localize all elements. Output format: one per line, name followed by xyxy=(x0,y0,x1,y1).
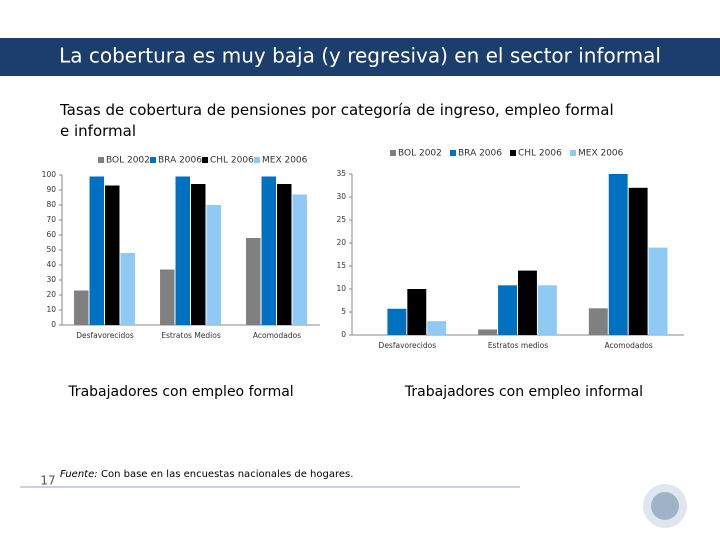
y-tick-label: 0 xyxy=(341,330,346,339)
legend-swatch xyxy=(570,150,576,156)
legend-swatch xyxy=(390,150,396,156)
bar xyxy=(160,269,175,325)
legend-swatch xyxy=(98,157,104,163)
x-tick-label: Desfavorecidos xyxy=(76,331,134,340)
bar xyxy=(105,185,120,325)
y-tick-label: 15 xyxy=(336,261,346,270)
legend-swatch xyxy=(150,157,156,163)
chart-caption: Trabajadores con empleo informal xyxy=(404,384,643,400)
legend-swatch xyxy=(202,157,208,163)
bar xyxy=(387,308,407,335)
bar xyxy=(427,321,447,335)
bar xyxy=(246,238,261,325)
bar xyxy=(537,285,557,335)
chart-caption: Trabajadores con empleo formal xyxy=(67,384,293,400)
legend-label: BRA 2006 xyxy=(158,156,202,166)
bar xyxy=(608,174,628,335)
legend-swatch xyxy=(450,150,456,156)
subtitle-box: Tasas de cobertura de pensiones por cate… xyxy=(60,101,614,140)
y-tick-label: 0 xyxy=(51,320,56,329)
footnote-text: Con base en las encuestas nacionales de … xyxy=(101,469,353,480)
x-tick-label: Estratos Medios xyxy=(161,331,221,340)
x-tick-label: Desfavorecidos xyxy=(379,341,437,350)
bar xyxy=(74,290,89,325)
bar xyxy=(191,184,206,325)
y-tick-label: 25 xyxy=(336,215,346,224)
title-bar xyxy=(0,38,720,76)
legend-label: MEX 2006 xyxy=(578,149,624,159)
bar xyxy=(175,176,190,325)
logo xyxy=(643,484,687,528)
footer-line xyxy=(20,486,520,488)
chart-subtitle: Tasas de cobertura de pensiones por cate… xyxy=(60,101,614,140)
y-tick-label: 70 xyxy=(46,215,56,224)
y-tick-label: 20 xyxy=(46,290,56,299)
x-tick-label: Estratos medios xyxy=(488,341,548,350)
bar xyxy=(277,184,292,325)
y-tick-label: 40 xyxy=(46,260,56,269)
legend-label: BRA 2006 xyxy=(458,149,502,159)
bar xyxy=(498,285,517,335)
legend-swatch xyxy=(510,150,516,156)
bar xyxy=(261,176,276,325)
legend-label: MEX 2006 xyxy=(262,156,308,166)
y-tick-label: 100 xyxy=(42,170,57,179)
y-tick-label: 35 xyxy=(336,169,346,178)
y-tick-label: 90 xyxy=(46,185,56,194)
y-tick-label: 20 xyxy=(336,238,346,247)
y-tick-label: 80 xyxy=(46,200,56,209)
legend-label: CHL 2006 xyxy=(210,156,254,166)
y-tick-label: 30 xyxy=(46,275,56,284)
bar xyxy=(89,176,104,325)
legend-label: BOL 2002 xyxy=(398,149,442,159)
y-tick-label: 50 xyxy=(46,245,56,254)
bar xyxy=(588,308,608,335)
y-tick-label: 10 xyxy=(46,305,56,314)
bar xyxy=(120,253,135,325)
bar xyxy=(518,270,537,335)
x-tick-label: Acomodados xyxy=(253,331,301,340)
slide-title: La cobertura es muy baja (y regresiva) e… xyxy=(59,44,661,68)
footnote-label: Fuente: xyxy=(60,469,98,480)
y-tick-label: 5 xyxy=(341,307,346,316)
bar xyxy=(478,329,498,335)
y-tick-label: 60 xyxy=(46,230,56,239)
y-tick-label: 10 xyxy=(336,284,346,293)
bar xyxy=(628,187,648,335)
legend-label: BOL 2002 xyxy=(106,156,150,166)
legend-label: CHL 2006 xyxy=(518,149,562,159)
legend-swatch xyxy=(254,157,260,163)
page-number: 17 xyxy=(40,474,55,488)
bar xyxy=(292,194,307,325)
bar xyxy=(407,289,427,335)
bar xyxy=(648,247,668,335)
bar xyxy=(206,205,221,325)
x-tick-label: Acomodados xyxy=(605,341,653,350)
y-tick-label: 30 xyxy=(336,192,346,201)
